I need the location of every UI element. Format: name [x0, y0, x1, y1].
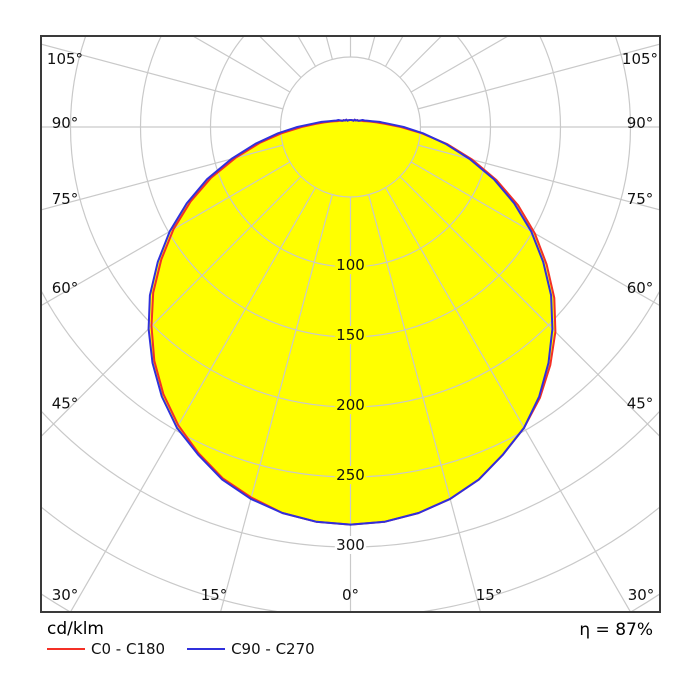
- angle-label: 0°: [342, 586, 359, 604]
- angle-label: 45°: [627, 394, 654, 412]
- efficiency-label: η = 87%: [579, 620, 653, 640]
- grid-spoke: [399, 176, 659, 437]
- angle-label: 105°: [622, 50, 658, 68]
- grid-spoke: [42, 176, 302, 437]
- ring-label: 150: [336, 326, 365, 344]
- ring-label-halo: [334, 326, 367, 344]
- angle-label: 75°: [52, 190, 79, 208]
- ring-label: 300: [336, 536, 365, 554]
- angle-label: 30°: [52, 586, 79, 604]
- unit-label: cd/klm: [47, 619, 104, 639]
- angle-label: 75°: [627, 190, 654, 208]
- angle-label: 90°: [627, 114, 654, 132]
- angle-label: 105°: [47, 50, 83, 68]
- ring-label: 200: [336, 396, 365, 414]
- ring-label: 100: [336, 256, 365, 274]
- ring-label-halo: [334, 256, 367, 274]
- angle-label: 30°: [628, 586, 655, 604]
- grid-spoke: [417, 43, 659, 110]
- legend-line-swatch: [187, 648, 226, 650]
- angle-label: 15°: [476, 586, 503, 604]
- grid-spoke: [220, 194, 333, 611]
- grid-spoke: [417, 144, 659, 211]
- legend-entry-label: C90 - C270: [231, 640, 315, 658]
- grid-spoke: [42, 43, 284, 110]
- grid-spoke: [42, 144, 284, 211]
- legend-entry: C0 - C180: [47, 640, 165, 658]
- angle-label: 45°: [52, 394, 79, 412]
- angle-label: 60°: [52, 279, 79, 297]
- grid-spoke: [384, 187, 631, 611]
- grid-spoke: [410, 161, 659, 306]
- grid-spoke: [42, 161, 291, 306]
- grid-spoke: [368, 194, 481, 611]
- ring-label: 250: [336, 466, 365, 484]
- legend-entry-label: C0 - C180: [91, 640, 166, 658]
- legend: C0 - C180 C90 - C270: [47, 640, 337, 658]
- angle-label: 90°: [52, 114, 79, 132]
- ring-label-halo: [334, 536, 367, 554]
- legend-entry: C90 - C270: [187, 640, 315, 658]
- ring-label-halo: [334, 466, 367, 484]
- plot-frame: [40, 35, 661, 613]
- angle-label: 60°: [627, 279, 654, 297]
- angle-label: 15°: [201, 586, 228, 604]
- ring-label-halo: [334, 396, 367, 414]
- grid-spoke: [70, 187, 317, 611]
- c90-c270-curve: [147, 118, 554, 526]
- legend-line-swatch: [47, 648, 85, 650]
